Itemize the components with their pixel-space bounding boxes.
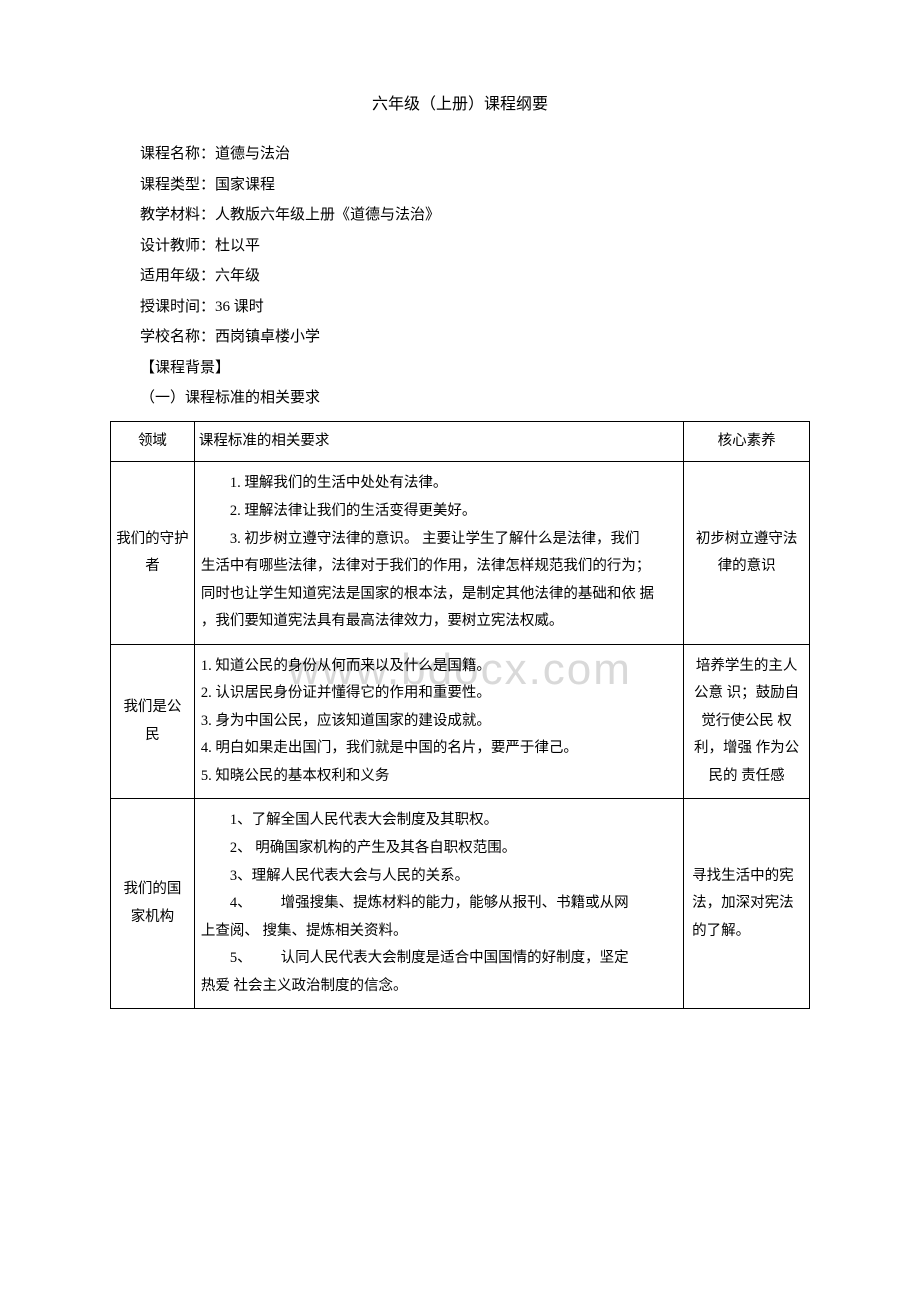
standards-table: 领域 课程标准的相关要求 核心素养 我们的守护者 1. 理解我们的生活中处处有法…	[110, 421, 810, 1009]
req-item: 热爱 社会主义政治制度的信念。	[201, 973, 677, 1001]
table-row: 我们是公 民 1. 知道公民的身份从何而来以及什么是国籍。 2. 认识居民身份证…	[111, 644, 810, 799]
meta-label: 学校名称：	[140, 329, 215, 345]
req-item: 1. 知道公民的身份从何而来以及什么是国籍。	[201, 653, 677, 681]
req-item: 3、理解人民代表大会与人民的关系。	[201, 863, 677, 891]
header-domain: 领域	[111, 421, 195, 462]
meta-teacher: 设计教师：杜以平	[110, 232, 810, 261]
core-cell: 培养学生的主人公意 识；鼓励自 觉行使公民 权利，增强 作为公民的 责任感	[684, 644, 810, 799]
req-item: 2、 明确国家机构的产生及其各自职权范围。	[201, 835, 677, 863]
req-item: 生活中有哪些法律，法律对于我们的作用，法律怎样规范我们的行为；	[201, 553, 677, 581]
page-title: 六年级（上册）课程纲要	[110, 90, 810, 120]
req-item: 5、 认同人民代表大会制度是适合中国国情的好制度，坚定	[201, 945, 677, 973]
domain-cell: 我们的守护者	[111, 462, 195, 644]
req-item: 2. 理解法律让我们的生活变得更美好。	[201, 498, 677, 526]
meta-label: 设计教师：	[140, 238, 215, 254]
req-item: ，我们要知道宪法具有最高法律效力，要树立宪法权威。	[201, 608, 677, 636]
meta-label: 教学材料：	[140, 207, 215, 223]
meta-value: 杜以平	[215, 238, 260, 254]
req-item: 3. 初步树立遵守法律的意识。 主要让学生了解什么是法律，我们	[201, 526, 677, 554]
req-item: 1、了解全国人民代表大会制度及其职权。	[201, 807, 677, 835]
requirements-cell: 1、了解全国人民代表大会制度及其职权。 2、 明确国家机构的产生及其各自职权范围…	[194, 799, 683, 1009]
requirements-cell: 1. 知道公民的身份从何而来以及什么是国籍。 2. 认识居民身份证并懂得它的作用…	[194, 644, 683, 799]
meta-value: 国家课程	[215, 177, 275, 193]
meta-label: 适用年级：	[140, 268, 215, 284]
req-item: 2. 认识居民身份证并懂得它的作用和重要性。	[201, 680, 677, 708]
background-header: 【课程背景】	[110, 354, 810, 383]
req-item: 4. 明白如果走出国门，我们就是中国的名片，要严于律己。	[201, 735, 677, 763]
meta-value: 六年级	[215, 268, 260, 284]
core-cell: 初步树立遵守法律的意识	[684, 462, 810, 644]
requirements-cell: 1. 理解我们的生活中处处有法律。 2. 理解法律让我们的生活变得更美好。 3.…	[194, 462, 683, 644]
meta-course-name: 课程名称：道德与法治	[110, 140, 810, 169]
header-requirements: 课程标准的相关要求	[194, 421, 683, 462]
req-item: 1. 理解我们的生活中处处有法律。	[201, 470, 677, 498]
meta-value: 道德与法治	[215, 146, 290, 162]
req-item: 3. 身为中国公民，应该知道国家的建设成就。	[201, 708, 677, 736]
meta-school: 学校名称：西岗镇卓楼小学	[110, 323, 810, 352]
domain-cell: 我们是公 民	[111, 644, 195, 799]
table-row: 我们的守护者 1. 理解我们的生活中处处有法律。 2. 理解法律让我们的生活变得…	[111, 462, 810, 644]
document-content: 六年级（上册）课程纲要 课程名称：道德与法治 课程类型：国家课程 教学材料：人教…	[110, 90, 810, 1009]
meta-hours: 授课时间：36 课时	[110, 293, 810, 322]
meta-grade: 适用年级：六年级	[110, 262, 810, 291]
meta-value: 西岗镇卓楼小学	[215, 329, 320, 345]
req-item: 4、 增强搜集、提炼材料的能力，能够从报刊、书籍或从网	[201, 890, 677, 918]
header-core: 核心素养	[684, 421, 810, 462]
core-cell: 寻找生活中的宪法，加深对宪法的了解。	[684, 799, 810, 1009]
table-header-row: 领域 课程标准的相关要求 核心素养	[111, 421, 810, 462]
standards-header: （一）课程标准的相关要求	[110, 384, 810, 413]
meta-value: 36 课时	[215, 299, 264, 315]
meta-course-type: 课程类型：国家课程	[110, 171, 810, 200]
meta-label: 课程名称：	[140, 146, 215, 162]
req-item: 同时也让学生知道宪法是国家的根本法，是制定其他法律的基础和依 据	[201, 581, 677, 609]
meta-value: 人教版六年级上册《道德与法治》	[215, 207, 440, 223]
req-item: 上查阅、 搜集、提炼相关资料。	[201, 918, 677, 946]
req-item: 5. 知晓公民的基本权利和义务	[201, 763, 677, 791]
meta-label: 授课时间：	[140, 299, 215, 315]
meta-label: 课程类型：	[140, 177, 215, 193]
domain-cell: 我们的国 家机构	[111, 799, 195, 1009]
table-row: 我们的国 家机构 1、了解全国人民代表大会制度及其职权。 2、 明确国家机构的产…	[111, 799, 810, 1009]
meta-material: 教学材料：人教版六年级上册《道德与法治》	[110, 201, 810, 230]
